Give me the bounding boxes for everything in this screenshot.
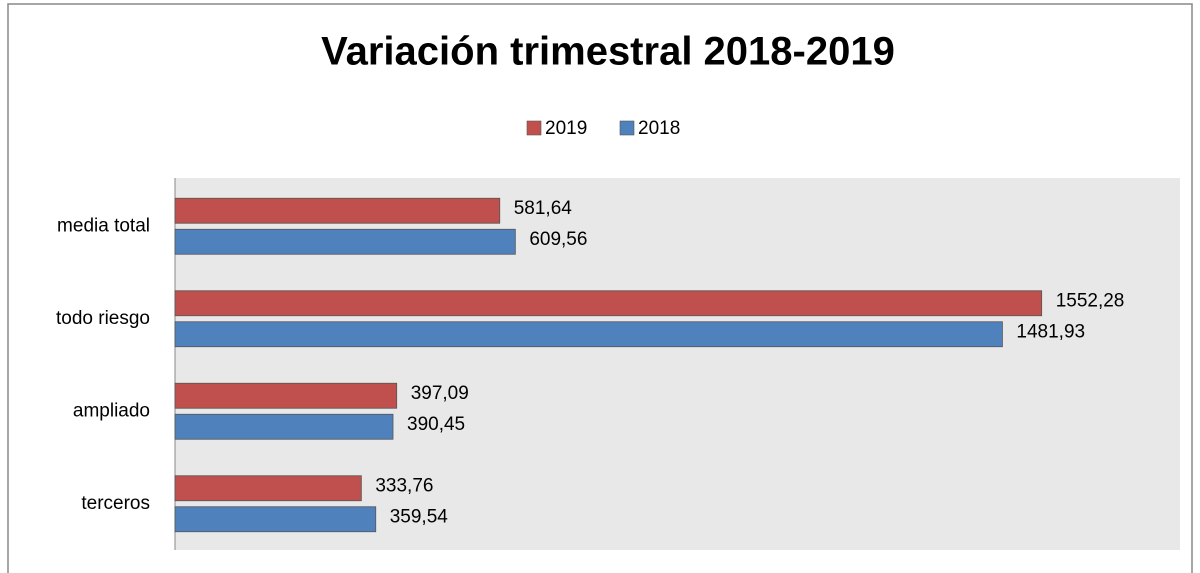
bar bbox=[174, 382, 398, 409]
bar bbox=[174, 321, 1003, 348]
legend-swatch bbox=[526, 120, 542, 136]
y-tick-label: media total bbox=[57, 215, 150, 236]
data-label: 1552,28 bbox=[1056, 290, 1125, 311]
data-label: 397,09 bbox=[411, 383, 469, 404]
data-label: 581,64 bbox=[514, 198, 573, 219]
bar bbox=[174, 228, 516, 255]
data-label: 609,56 bbox=[529, 229, 587, 250]
legend-label: 2019 bbox=[545, 118, 587, 139]
data-label: 333,76 bbox=[375, 475, 433, 496]
bar bbox=[174, 413, 394, 440]
y-tick-label: ampliado bbox=[73, 400, 150, 421]
legend-label: 2018 bbox=[638, 118, 680, 139]
data-label: 390,45 bbox=[407, 414, 465, 435]
y-tick-label: terceros bbox=[81, 493, 150, 514]
chart-title: Variación trimestral 2018-2019 bbox=[321, 30, 895, 74]
bar bbox=[174, 290, 1043, 317]
legend-swatch bbox=[619, 120, 635, 136]
bar bbox=[174, 197, 501, 224]
y-tick-label: todo riesgo bbox=[56, 308, 150, 329]
bar bbox=[174, 506, 377, 533]
bar bbox=[174, 475, 362, 502]
data-label: 1481,93 bbox=[1016, 321, 1085, 342]
data-label: 359,54 bbox=[390, 506, 449, 527]
